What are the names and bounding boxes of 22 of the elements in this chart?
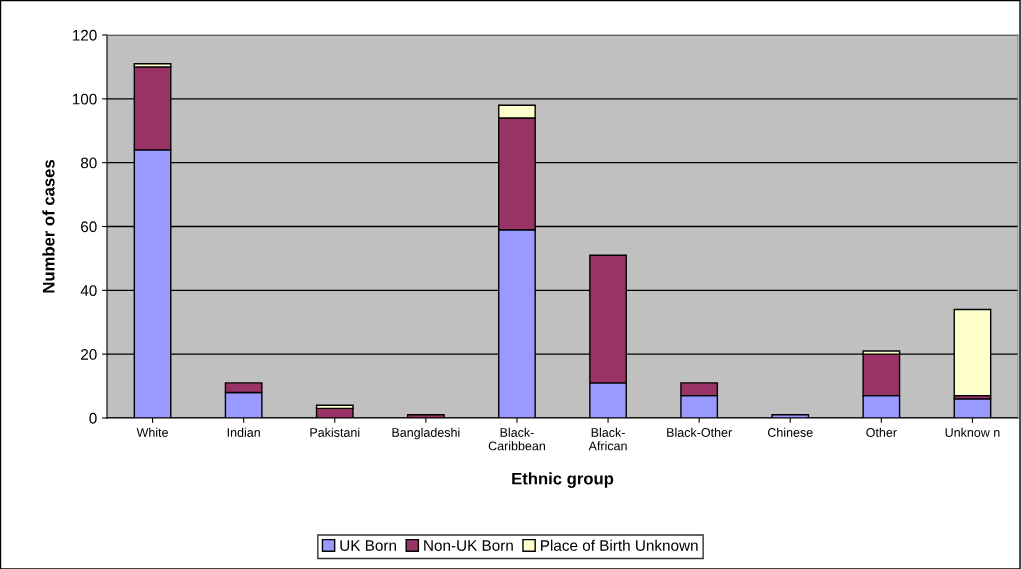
x-tick-label: Black- Caribbean	[488, 427, 545, 451]
y-tick-label: 20	[81, 349, 97, 360]
y-tick-label: 60	[81, 221, 97, 233]
legend-label: Place of Birth Unknown	[541, 539, 698, 551]
x-tick-label: Unknow n	[945, 427, 1000, 437]
x-tick-label: Black-Other	[667, 427, 732, 437]
y-tick-label: 0	[89, 412, 97, 424]
x-tick-label: Indian	[227, 427, 260, 437]
y-axis-title: Number of cases	[42, 160, 55, 293]
x-tick-label: Other	[866, 427, 897, 437]
y-tick-label: 40	[80, 285, 97, 297]
y-tick-label: 100	[72, 93, 97, 105]
x-axis-title: Ethnic group	[512, 472, 614, 488]
y-tick-label: 120	[72, 29, 97, 41]
x-tick-label: Black- African	[588, 427, 627, 451]
y-tick-label: 80	[80, 157, 97, 169]
legend-label: UK Born	[340, 540, 396, 551]
legend-label: Non-UK Born	[424, 540, 513, 551]
x-tick-label: Bangladeshi	[392, 427, 460, 440]
x-tick-label: Pakistani	[310, 427, 360, 437]
x-tick-label: White	[136, 427, 168, 437]
x-tick-label: Chinese	[767, 427, 813, 437]
